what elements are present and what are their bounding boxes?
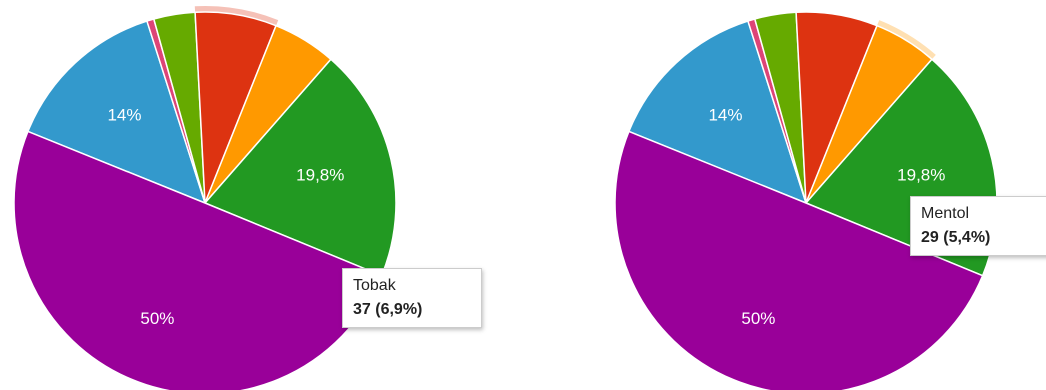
pie-2-slice-6[interactable]: [614, 130, 984, 390]
pie-1-tooltip: Tobak 37 (6,9%): [342, 268, 482, 328]
pie-2-slice-label-6: 50%: [741, 309, 775, 328]
pie-2-tooltip: Mentol 29 (5,4%): [910, 196, 1046, 256]
pie-1: 14% 19,8% 50%: [13, 6, 397, 390]
pie-1-slice-label-5: 19,8%: [296, 165, 344, 184]
pie-1-slice-label-0: 14%: [107, 106, 141, 125]
pie-2-tooltip-name: Mentol: [921, 205, 970, 222]
pie-1-tooltip-value: 37 (6,9%): [353, 301, 423, 318]
pie-1-tooltip-name: Tobak: [353, 277, 396, 294]
pie-2-slice-label-5: 19,8%: [897, 165, 945, 184]
pie-1-slice-6[interactable]: [13, 130, 383, 390]
pie-2-tooltip-value: 29 (5,4%): [921, 229, 991, 246]
pie-1-slice-label-6: 50%: [140, 309, 174, 328]
pie-1-slice-5[interactable]: [203, 58, 397, 277]
pie-2-slice-label-0: 14%: [708, 106, 742, 125]
